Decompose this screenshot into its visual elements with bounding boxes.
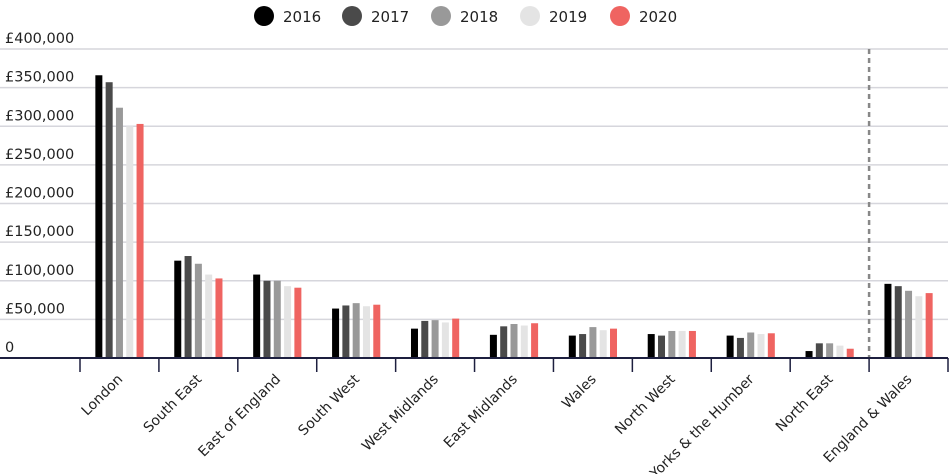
bar-2017 xyxy=(894,286,902,358)
y-tick-label: £300,000 xyxy=(5,108,74,124)
x-tick-label: East Midlands xyxy=(441,372,521,452)
y-tick-label: £400,000 xyxy=(5,31,74,47)
bar-2019 xyxy=(757,334,765,358)
bar-2016 xyxy=(332,308,340,358)
bar-2020 xyxy=(846,348,854,358)
bar-2020 xyxy=(767,333,775,358)
bar-2020 xyxy=(294,287,302,358)
bar-2017 xyxy=(263,280,271,358)
bar-2016 xyxy=(489,334,497,358)
bar-2019 xyxy=(836,345,844,358)
legend-marker-2017 xyxy=(342,6,362,26)
bar-2018 xyxy=(510,324,518,358)
bar-2020 xyxy=(452,318,460,358)
bar-2018 xyxy=(115,107,123,359)
bar-2019 xyxy=(441,322,449,358)
x-tick-label: East of England xyxy=(195,372,284,461)
bar-2017 xyxy=(421,320,429,358)
bar-2019 xyxy=(520,325,528,358)
bar-2018 xyxy=(668,330,676,358)
legend-label: 2016 xyxy=(283,8,321,26)
x-tick-label: England & Wales xyxy=(821,372,916,467)
bar-2017 xyxy=(105,82,113,358)
bar-2019 xyxy=(362,306,370,358)
bar-2019 xyxy=(126,126,134,358)
bar-2017 xyxy=(736,337,744,358)
legend-label: 2019 xyxy=(549,8,587,26)
bar-2018 xyxy=(589,327,597,358)
bar-2020 xyxy=(925,293,933,358)
bar-2020 xyxy=(688,330,696,358)
bar-2020 xyxy=(531,323,539,358)
bar-2018 xyxy=(273,280,281,358)
bar-2018 xyxy=(194,263,202,358)
bar-2016 xyxy=(95,75,103,358)
bar-2019 xyxy=(205,274,213,358)
bar-2017 xyxy=(658,335,666,358)
legend-label: 2017 xyxy=(371,8,409,26)
legend-label: 2020 xyxy=(639,8,677,26)
y-tick-label: 0 xyxy=(5,340,14,356)
y-tick-label: £50,000 xyxy=(5,301,65,317)
legend-label: 2018 xyxy=(460,8,498,26)
y-tick-label: £250,000 xyxy=(5,147,74,163)
bar-2020 xyxy=(373,304,381,358)
bar-2020 xyxy=(136,123,144,359)
bar-2017 xyxy=(184,256,192,358)
bar-2016 xyxy=(174,260,182,358)
bar-2018 xyxy=(747,332,755,358)
y-tick-label: £150,000 xyxy=(5,224,74,240)
y-tick-label: £350,000 xyxy=(5,70,74,86)
bar-2018 xyxy=(905,290,913,358)
x-tick-label: Wales xyxy=(559,372,600,413)
bar-2019 xyxy=(915,296,923,358)
bar-2016 xyxy=(805,351,813,358)
bar-2016 xyxy=(410,328,418,358)
x-tick-label: South West xyxy=(295,371,363,439)
bar-2019 xyxy=(599,330,607,358)
bar-2016 xyxy=(568,335,576,358)
bar-2017 xyxy=(500,326,508,358)
legend-marker-2018 xyxy=(431,6,451,26)
bar-2019 xyxy=(678,330,686,358)
y-tick-label: £200,000 xyxy=(5,186,74,202)
bar-2020 xyxy=(610,328,618,358)
x-tick-label: London xyxy=(79,372,127,420)
bar-2018 xyxy=(352,303,360,358)
bar-2017 xyxy=(342,305,350,358)
x-tick-label: North East xyxy=(773,371,837,435)
legend-marker-2016 xyxy=(254,6,274,26)
bar-2018 xyxy=(826,343,834,358)
x-tick-label: South East xyxy=(141,371,206,436)
x-tick-label: North West xyxy=(612,371,679,438)
bar-2016 xyxy=(726,335,734,358)
bar-2019 xyxy=(284,286,292,358)
x-tick-label: West Midlands xyxy=(359,372,442,455)
bar-2020 xyxy=(215,278,223,358)
bar-2017 xyxy=(815,343,823,358)
legend-marker-2020 xyxy=(610,6,630,26)
y-tick-label: £100,000 xyxy=(5,263,74,279)
bar-2018 xyxy=(431,320,439,358)
legend-marker-2019 xyxy=(520,6,540,26)
bar-2016 xyxy=(647,334,655,358)
bar-2017 xyxy=(579,334,587,358)
bar-2016 xyxy=(253,274,261,358)
bar-2016 xyxy=(884,283,892,358)
